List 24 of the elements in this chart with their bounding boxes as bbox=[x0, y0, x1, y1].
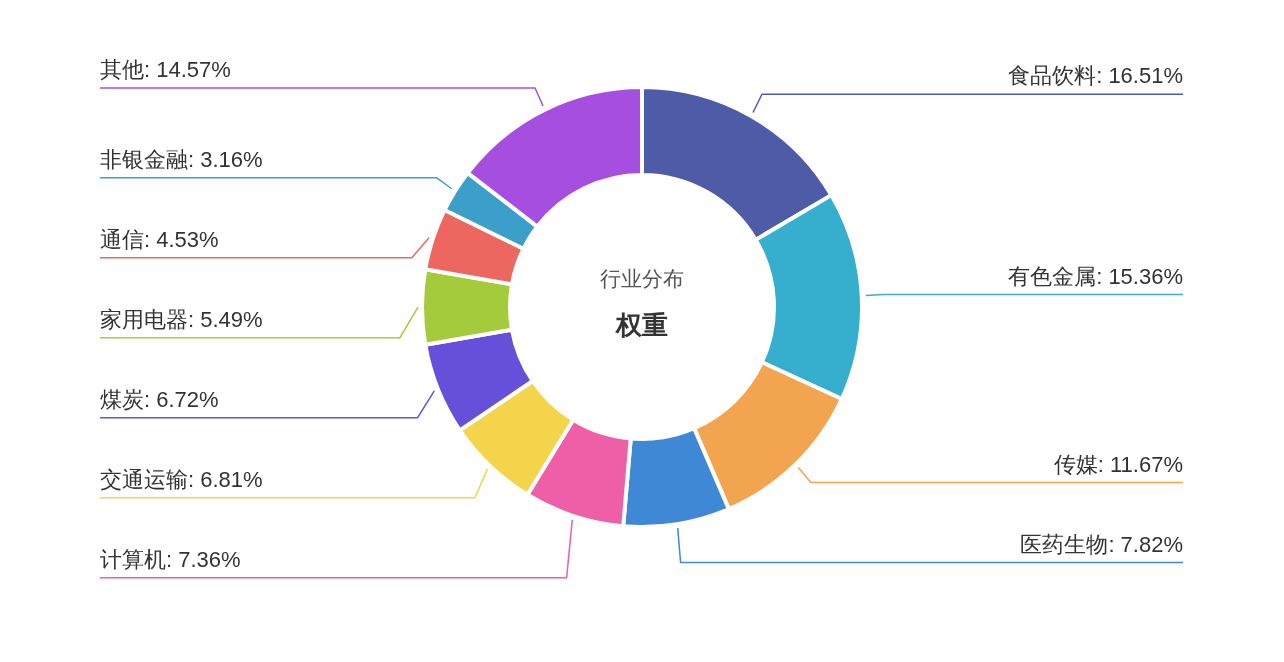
slice-label: 医药生物 bbox=[1020, 531, 1109, 557]
slice-label: 非银金融 bbox=[100, 146, 188, 172]
data-label: : 6.81% bbox=[188, 466, 263, 492]
text: 行业分布 bbox=[600, 266, 684, 290]
slice-label: 通信 bbox=[100, 226, 144, 252]
slice-label: 交通运输 bbox=[100, 466, 188, 492]
data-label: : 3.16% bbox=[188, 146, 263, 172]
data-label: : 14.57% bbox=[144, 57, 231, 83]
slice-label: 计算机 bbox=[100, 546, 166, 572]
data-label: : 5.49% bbox=[188, 306, 263, 332]
slice-label: 食品饮料 bbox=[1008, 63, 1097, 89]
slice-label: 家用电器 bbox=[100, 306, 188, 332]
slice-label: 其他 bbox=[100, 57, 144, 83]
text: 权重 bbox=[615, 310, 668, 341]
data-label: : 7.36% bbox=[166, 546, 241, 572]
data-label: : 11.67% bbox=[1097, 451, 1184, 477]
data-label: : 16.51% bbox=[1096, 63, 1183, 89]
slice-label: 传媒 bbox=[1053, 451, 1098, 477]
data-label: : 15.36% bbox=[1096, 263, 1183, 289]
slice-label: 有色金属 bbox=[1008, 263, 1097, 289]
data-label: : 6.72% bbox=[144, 386, 219, 412]
data-label: : 7.82% bbox=[1108, 531, 1183, 557]
data-label: : 4.53% bbox=[144, 226, 219, 252]
slice-label: 煤炭 bbox=[100, 386, 144, 412]
